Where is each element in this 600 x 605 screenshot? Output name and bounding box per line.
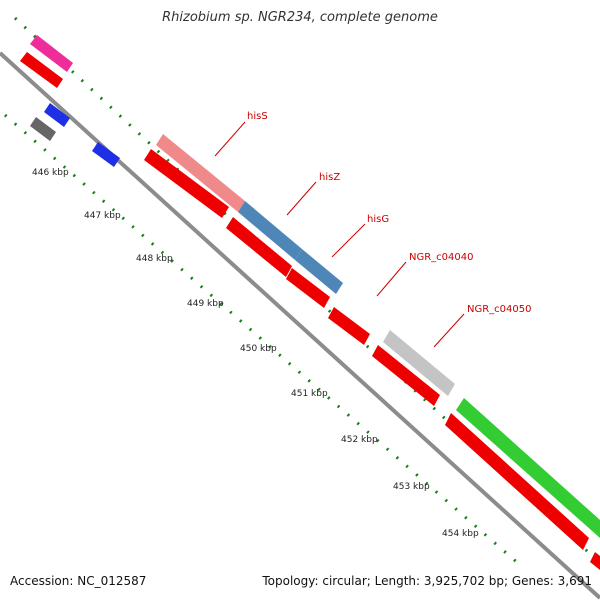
cds-arrow-5[interactable] [372, 345, 440, 406]
ruler-label: 452 kbp [341, 435, 378, 445]
leader-NGR_c04040 [376, 261, 407, 297]
label-hisS: hisS [247, 111, 268, 122]
gene-blue-small-1[interactable] [44, 103, 70, 127]
gene-NGR_c04050[interactable] [383, 330, 455, 396]
gene-red-top-left[interactable] [20, 52, 63, 88]
leader-hisZ [286, 181, 317, 216]
gene-green[interactable] [456, 398, 600, 538]
label-hisZ: hisZ [319, 172, 340, 183]
gene-darkgrey[interactable] [30, 117, 56, 141]
ruler-label: 454 kbp [442, 529, 479, 539]
leader-NGR_c04050 [433, 313, 465, 348]
ruler-label: 449 kbp [187, 299, 224, 309]
cds-arrow-4[interactable] [328, 307, 370, 345]
genome-backbone [0, 51, 600, 600]
gene-hisS[interactable] [156, 134, 245, 212]
ruler-label: 446 kbp [32, 168, 69, 178]
ruler-label: 447 kbp [84, 211, 121, 221]
gene-magenta[interactable] [30, 35, 73, 72]
ruler-label: 451 kbp [291, 389, 328, 399]
accession-text: Accession: NC_012587 [10, 574, 147, 588]
cds-arrow-3[interactable] [286, 268, 330, 308]
leader-hisG [331, 223, 366, 258]
label-NGR_c04040: NGR_c04040 [409, 252, 474, 263]
map-title: Rhizobium sp. NGR234, complete genome [162, 10, 438, 25]
gene-hisZ[interactable] [238, 201, 302, 260]
ruler-label: 448 kbp [136, 254, 173, 264]
gene-hisG[interactable] [295, 249, 343, 294]
cds-arrow-7[interactable] [590, 552, 600, 570]
label-hisG: hisG [367, 214, 389, 225]
cds-arrow-2[interactable] [226, 217, 292, 277]
label-NGR_c04050: NGR_c04050 [467, 304, 532, 315]
tick-guide-inner [4, 113, 521, 567]
genome-summary: Topology: circular; Length: 3,925,702 bp… [262, 574, 592, 588]
gene-blue-small-2[interactable] [92, 142, 120, 167]
cds-arrow-6[interactable] [445, 413, 589, 550]
ruler-label: 450 kbp [240, 344, 277, 354]
ruler-label: 453 kbp [393, 482, 430, 492]
cds-arrow-1[interactable] [144, 149, 229, 218]
leader-hisS [214, 121, 246, 157]
